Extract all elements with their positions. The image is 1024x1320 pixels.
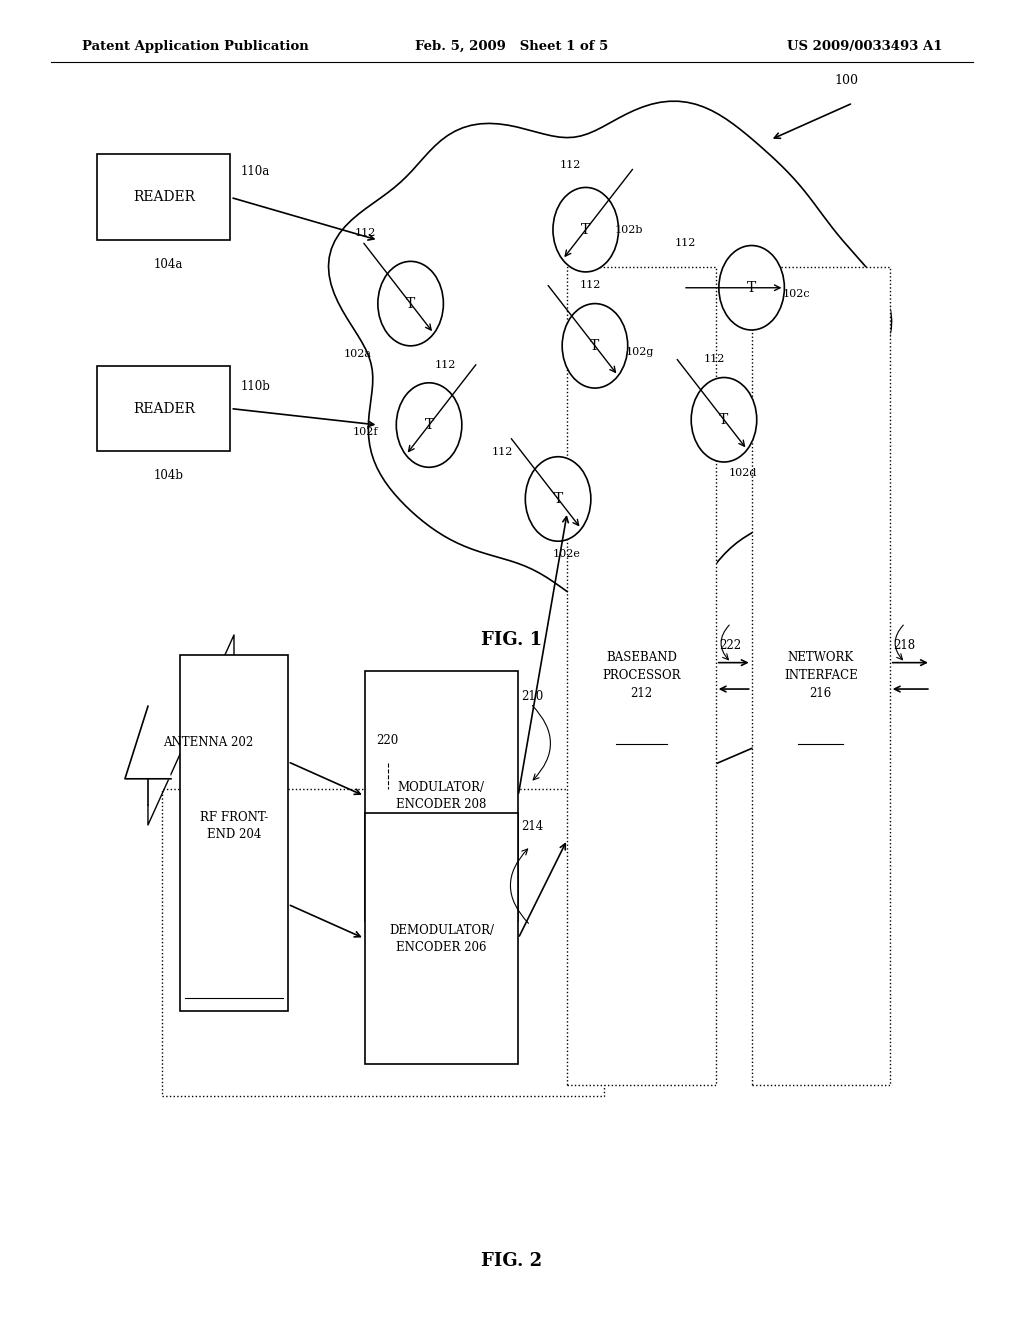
Text: 210: 210 — [521, 690, 544, 704]
Text: 104b: 104b — [154, 469, 183, 482]
Text: Patent Application Publication: Patent Application Publication — [82, 40, 308, 53]
Text: 112: 112 — [675, 238, 696, 248]
Circle shape — [691, 378, 757, 462]
Polygon shape — [125, 706, 171, 779]
Text: 102d: 102d — [729, 467, 758, 478]
FancyBboxPatch shape — [365, 671, 518, 921]
Circle shape — [378, 261, 443, 346]
Text: READER: READER — [133, 401, 195, 416]
Circle shape — [525, 457, 591, 541]
Text: 112: 112 — [354, 227, 376, 238]
FancyBboxPatch shape — [567, 267, 716, 1085]
Text: 104a: 104a — [154, 257, 183, 271]
FancyBboxPatch shape — [97, 366, 230, 451]
Text: RF FRONT-
END 204: RF FRONT- END 204 — [200, 812, 268, 841]
Text: 110b: 110b — [241, 380, 270, 393]
Text: 112: 112 — [434, 359, 456, 370]
Text: 112: 112 — [580, 280, 601, 290]
Text: 214: 214 — [521, 820, 544, 833]
Text: 112: 112 — [703, 354, 725, 364]
Text: Feb. 5, 2009   Sheet 1 of 5: Feb. 5, 2009 Sheet 1 of 5 — [416, 40, 608, 53]
Circle shape — [562, 304, 628, 388]
FancyBboxPatch shape — [162, 789, 604, 1096]
Text: FIG. 1: FIG. 1 — [481, 631, 543, 649]
Text: 100: 100 — [835, 74, 858, 87]
Text: T: T — [719, 413, 729, 426]
Text: DEMODULATOR/
ENCODER 206: DEMODULATOR/ ENCODER 206 — [389, 924, 494, 953]
Text: 218: 218 — [893, 639, 915, 652]
Text: 102f: 102f — [352, 426, 378, 437]
Text: T: T — [424, 418, 434, 432]
Text: READER: READER — [133, 190, 195, 205]
Text: T: T — [581, 223, 591, 236]
FancyBboxPatch shape — [752, 267, 890, 1085]
Text: US 2009/0033493 A1: US 2009/0033493 A1 — [786, 40, 942, 53]
Text: 112: 112 — [492, 446, 513, 457]
FancyBboxPatch shape — [180, 655, 288, 1011]
Circle shape — [719, 246, 784, 330]
FancyBboxPatch shape — [97, 154, 230, 240]
Text: T: T — [590, 339, 600, 352]
Text: 110a: 110a — [241, 165, 270, 177]
Circle shape — [396, 383, 462, 467]
Text: 102a: 102a — [344, 348, 372, 359]
Text: T: T — [553, 492, 563, 506]
FancyBboxPatch shape — [365, 813, 518, 1064]
Text: 112: 112 — [560, 160, 582, 170]
Text: 104: 104 — [770, 708, 794, 721]
Text: 102c: 102c — [782, 289, 810, 300]
Polygon shape — [329, 102, 892, 622]
Text: 102e: 102e — [553, 549, 581, 560]
Text: T: T — [746, 281, 757, 294]
Text: 120: 120 — [816, 593, 840, 606]
Text: 102b: 102b — [614, 224, 643, 235]
Text: NETWORK
INTERFACE
216: NETWORK INTERFACE 216 — [783, 651, 858, 701]
Text: 220: 220 — [377, 734, 398, 747]
Text: FIG. 2: FIG. 2 — [481, 1251, 543, 1270]
Text: T: T — [406, 297, 416, 310]
Text: 222: 222 — [719, 639, 741, 652]
Text: BASEBAND
PROCESSOR
212: BASEBAND PROCESSOR 212 — [602, 651, 681, 701]
Text: MODULATOR/
ENCODER 208: MODULATOR/ ENCODER 208 — [396, 781, 486, 810]
Text: ANTENNA 202: ANTENNA 202 — [164, 737, 254, 748]
Circle shape — [553, 187, 618, 272]
Text: 102g: 102g — [626, 347, 654, 358]
